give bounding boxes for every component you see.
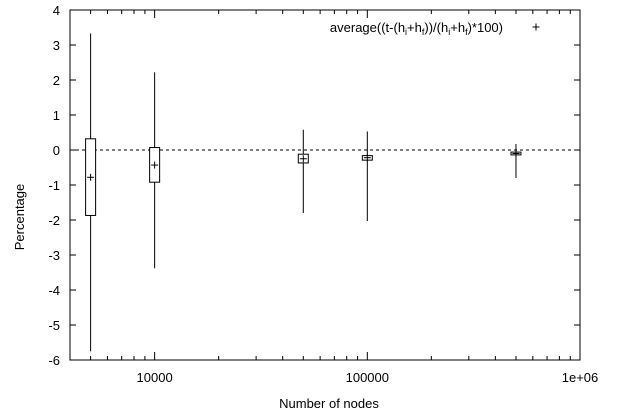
y-tick-label: 3 [53,38,60,53]
y-tick-label: -1 [48,178,60,193]
legend-label-part: i [448,27,450,37]
y-tick-label: -6 [48,353,60,368]
y-tick-label: 1 [53,108,60,123]
boxes-layer [85,33,522,352]
y-tick-label: -4 [48,283,60,298]
y-tick-label: -3 [48,248,60,263]
ticks-layer [69,9,581,361]
x-tick-label: 1e+06 [562,370,599,385]
legend-label-part: +h [450,20,465,35]
box-group [85,33,97,352]
tick-labels-layer: 4 3 2 1 0 -1 -2 -3 -4 -5 -6 10000 100000 1e+06 [48,3,598,385]
y-tick-label: 0 [53,143,60,158]
y-axis-label: Percentage [12,184,27,251]
legend-label-part: )*100) [468,20,503,35]
y-tick-label: 4 [53,3,60,18]
y-tick-label: -2 [48,213,60,228]
legend-label-part: f [465,27,468,37]
legend-label-part: average((t-(h [330,20,405,35]
x-tick-label: 100000 [346,370,389,385]
y-tick-label: 2 [53,73,60,88]
y-tick-label: -5 [48,318,60,333]
legend: average((t-(hi+hf))/(hi+hf)*100) [330,20,540,37]
x-axis-label: Number of nodes [279,396,379,411]
box-group [149,72,161,269]
plot-area-frame [69,9,581,361]
box-group [510,144,522,178]
x-tick-label: 10000 [137,370,173,385]
legend-label: average((t-(hi+hf))/(hi+hf)*100) [330,20,503,37]
box-group [361,131,373,222]
legend-label-part: f [422,27,425,37]
box-group [297,129,309,213]
legend-label-part: +h [407,20,422,35]
legend-label-part: i [405,27,407,37]
legend-label-part: ))/(h [424,20,448,35]
